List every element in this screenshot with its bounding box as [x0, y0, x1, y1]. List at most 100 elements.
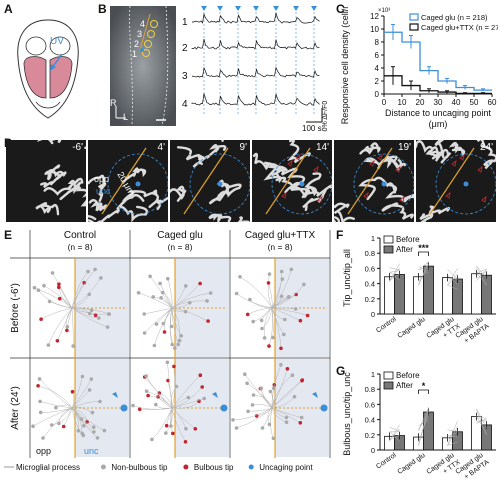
legend-label: Before	[396, 235, 420, 244]
process-tip	[284, 420, 289, 424]
process-tip	[162, 330, 167, 334]
uncaging-marker	[273, 6, 279, 11]
microglial-process	[71, 401, 101, 409]
process-tip	[136, 291, 141, 295]
process-tip	[158, 281, 162, 286]
legend-swatch	[383, 371, 394, 380]
microglial-process	[71, 407, 94, 428]
trace-label: 1	[182, 17, 188, 28]
frame-canvas	[334, 142, 414, 222]
process-tip	[284, 415, 289, 420]
process-tip	[91, 425, 96, 429]
paired-line	[476, 408, 487, 429]
process-tip	[107, 312, 111, 316]
category-label: Caged glu	[396, 316, 426, 340]
process-tip	[55, 339, 60, 343]
microglia-process	[59, 179, 82, 201]
process-tip	[36, 384, 40, 388]
timelapse-frame: 14'	[252, 140, 332, 222]
microglial-process	[261, 307, 273, 329]
y-tick-label: 0.6	[365, 264, 375, 273]
timelapse-strip: -6' 4' opp unc 20 μm 9' 14' 19' 24'	[6, 140, 496, 222]
panel-label-b: B	[98, 2, 107, 16]
process-tip	[50, 271, 55, 275]
paired-line	[418, 265, 429, 271]
opp-label: opp	[36, 446, 51, 456]
microglial-process	[271, 296, 290, 309]
y-tick-label: 1	[371, 370, 375, 379]
microglia-process	[237, 216, 250, 222]
microglial-process	[271, 284, 305, 309]
frame-time: 14'	[315, 142, 329, 153]
process-tip	[81, 433, 86, 438]
legend-label: Microglial process	[16, 463, 80, 472]
microglial-process	[139, 407, 173, 410]
process-tip	[279, 363, 283, 367]
process-tip	[57, 421, 61, 426]
process-tip	[266, 281, 271, 285]
timelapse-frame: -6'	[6, 140, 86, 222]
paired-line	[389, 267, 400, 271]
paired-line	[447, 284, 458, 290]
microglia-process	[359, 142, 381, 155]
roi-label-4: 4	[140, 19, 146, 29]
distance-ring	[271, 153, 332, 215]
microglial-process	[171, 307, 181, 341]
process-tip	[289, 267, 294, 272]
bulbous-arrowhead	[477, 165, 483, 173]
microglia-process	[148, 196, 168, 208]
microglial-process	[38, 290, 73, 309]
uncaging-marker	[217, 6, 223, 11]
paired-line	[476, 270, 487, 279]
microglial-process	[144, 307, 173, 315]
microglial-process	[71, 307, 108, 328]
microglial-process	[271, 269, 292, 309]
microglia-process	[434, 140, 451, 164]
timelapse-frame: 4' opp unc 20 μm	[88, 140, 168, 222]
process-tip	[172, 364, 176, 369]
bulbous-arrowhead	[369, 159, 375, 167]
paired-line	[476, 416, 487, 434]
process-tip	[290, 373, 295, 377]
y-tick-label: 2	[375, 77, 380, 86]
midline	[429, 147, 475, 215]
bulbous-arrowhead	[295, 153, 301, 161]
microglial-process	[38, 385, 73, 409]
process-tip	[299, 415, 304, 420]
legend-swatch	[383, 381, 394, 390]
process-tip	[98, 399, 102, 404]
process-tip	[57, 296, 62, 301]
uncaging-point	[120, 404, 128, 412]
process-tip	[285, 367, 290, 371]
y-tick-label: 0.2	[365, 295, 375, 304]
process-tip	[131, 403, 135, 408]
process-tip	[97, 316, 101, 320]
paired-line	[418, 407, 429, 431]
microglial-process	[246, 383, 273, 409]
process-tip	[282, 332, 286, 337]
paired-line	[418, 261, 429, 286]
process-tip	[38, 410, 43, 415]
process-tip	[234, 426, 239, 430]
calcium-trace	[191, 66, 320, 78]
process-tip	[176, 342, 180, 347]
process-tip	[279, 269, 284, 274]
microglia-process	[287, 140, 311, 164]
bar	[384, 276, 395, 315]
microglial-process	[261, 307, 273, 321]
legend-swatch	[383, 245, 394, 254]
process-tip	[183, 309, 188, 314]
process-tip	[245, 312, 250, 317]
microglia-process	[84, 146, 86, 149]
microglial-process	[39, 378, 73, 409]
process-tip	[65, 328, 69, 333]
category-label: Control	[375, 452, 398, 471]
x-tick-label: 0	[382, 98, 387, 107]
microglia-process	[88, 174, 107, 202]
process-tip	[243, 372, 247, 376]
process-tip	[300, 378, 305, 382]
legend-label: After	[396, 245, 413, 254]
microglial-process	[40, 307, 73, 320]
process-tip	[271, 386, 276, 391]
